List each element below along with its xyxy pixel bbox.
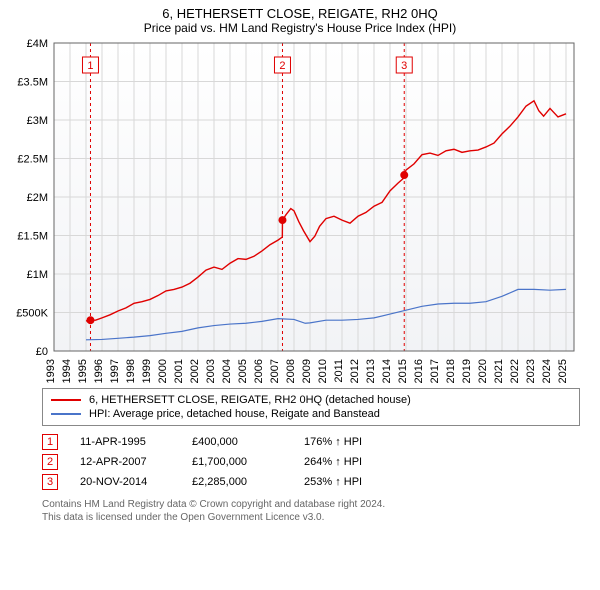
sale-marker-num: 1 <box>87 60 93 72</box>
sale-marker-num: 3 <box>401 60 407 72</box>
sales-row: 2 12-APR-2007 £1,700,000 264% ↑ HPI <box>42 452 580 472</box>
x-tick-label: 2012 <box>349 359 361 383</box>
x-tick-label: 2001 <box>173 359 185 383</box>
y-tick-label: £500K <box>16 308 48 320</box>
sales-row-date: 20-NOV-2014 <box>80 476 170 488</box>
sale-dot <box>278 216 286 224</box>
sales-row-marker: 2 <box>42 454 58 470</box>
sales-row-price: £2,285,000 <box>192 476 282 488</box>
page-title: 6, HETHERSETT CLOSE, REIGATE, RH2 0HQ <box>0 0 600 21</box>
sales-row: 1 11-APR-1995 £400,000 176% ↑ HPI <box>42 432 580 452</box>
sale-dot <box>400 171 408 179</box>
x-tick-label: 2018 <box>445 359 457 383</box>
x-tick-label: 1999 <box>141 359 153 383</box>
x-tick-label: 2017 <box>429 359 441 383</box>
x-tick-label: 1993 <box>45 359 57 383</box>
legend-row: HPI: Average price, detached house, Reig… <box>51 407 571 421</box>
x-tick-label: 2015 <box>397 359 409 383</box>
sales-row-price: £1,700,000 <box>192 456 282 468</box>
footnote-line1: Contains HM Land Registry data © Crown c… <box>42 498 580 511</box>
x-tick-label: 2021 <box>493 359 505 383</box>
x-tick-label: 2023 <box>525 359 537 383</box>
x-tick-label: 2007 <box>269 359 281 383</box>
page-subtitle: Price paid vs. HM Land Registry's House … <box>0 21 600 39</box>
x-tick-label: 2024 <box>541 359 553 383</box>
sales-row-hpi: 176% ↑ HPI <box>304 436 414 448</box>
sales-row-date: 11-APR-1995 <box>80 436 170 448</box>
sales-row-date: 12-APR-2007 <box>80 456 170 468</box>
x-tick-label: 1994 <box>61 359 73 383</box>
y-tick-label: £2.5M <box>17 154 48 166</box>
x-tick-label: 2010 <box>317 359 329 383</box>
x-tick-label: 2005 <box>237 359 249 383</box>
sale-marker-num: 2 <box>279 60 285 72</box>
legend-row: 6, HETHERSETT CLOSE, REIGATE, RH2 0HQ (d… <box>51 393 571 407</box>
x-tick-label: 1995 <box>77 359 89 383</box>
y-tick-label: £1.5M <box>17 231 48 243</box>
legend: 6, HETHERSETT CLOSE, REIGATE, RH2 0HQ (d… <box>42 388 580 426</box>
price-chart: £0 £500K £1M £1.5M £2M £2.5M £3M £3.5M £4M 1993 19… <box>10 39 590 384</box>
x-tick-label: 2022 <box>509 359 521 383</box>
x-tick-label: 2006 <box>253 359 265 383</box>
x-tick-label: 2025 <box>557 359 569 383</box>
sales-row-hpi: 264% ↑ HPI <box>304 456 414 468</box>
y-tick-label: £4M <box>27 39 48 50</box>
x-tick-label: 1996 <box>93 359 105 383</box>
x-tick-label: 2000 <box>157 359 169 383</box>
x-tick-label: 2019 <box>461 359 473 383</box>
sales-table: 1 11-APR-1995 £400,000 176% ↑ HPI 2 12-APR-20… <box>42 432 580 492</box>
x-tick-label: 2020 <box>477 359 489 383</box>
x-tick-label: 2009 <box>301 359 313 383</box>
y-tick-label: £1M <box>27 269 48 281</box>
y-tick-label: £3.5M <box>17 77 48 89</box>
y-tick-label: £2M <box>27 192 48 204</box>
x-tick-label: 1998 <box>125 359 137 383</box>
x-tick-label: 2014 <box>381 359 393 383</box>
y-tick-label: £0 <box>36 346 48 358</box>
x-tick-label: 2003 <box>205 359 217 383</box>
y-tick-label: £3M <box>27 115 48 127</box>
x-tick-label: 2008 <box>285 359 297 383</box>
legend-swatch <box>51 399 81 401</box>
x-tick-label: 2002 <box>189 359 201 383</box>
x-tick-label: 2016 <box>413 359 425 383</box>
sale-dot <box>86 316 94 324</box>
legend-label: 6, HETHERSETT CLOSE, REIGATE, RH2 0HQ (d… <box>89 394 411 406</box>
sales-row: 3 20-NOV-2014 £2,285,000 253% ↑ HPI <box>42 472 580 492</box>
footnote-line2: This data is licensed under the Open Gov… <box>42 511 580 524</box>
x-tick-label: 1997 <box>109 359 121 383</box>
footnote: Contains HM Land Registry data © Crown c… <box>42 498 580 524</box>
sales-row-hpi: 253% ↑ HPI <box>304 476 414 488</box>
sales-row-marker: 1 <box>42 434 58 450</box>
sales-row-price: £400,000 <box>192 436 282 448</box>
chart-container: £0 £500K £1M £1.5M £2M £2.5M £3M £3.5M £4M 1993 19… <box>10 39 590 384</box>
legend-swatch <box>51 413 81 415</box>
x-tick-label: 2004 <box>221 359 233 383</box>
sales-row-marker: 3 <box>42 474 58 490</box>
x-tick-label: 2011 <box>333 359 345 383</box>
x-tick-label: 2013 <box>365 359 377 383</box>
legend-label: HPI: Average price, detached house, Reig… <box>89 408 380 420</box>
